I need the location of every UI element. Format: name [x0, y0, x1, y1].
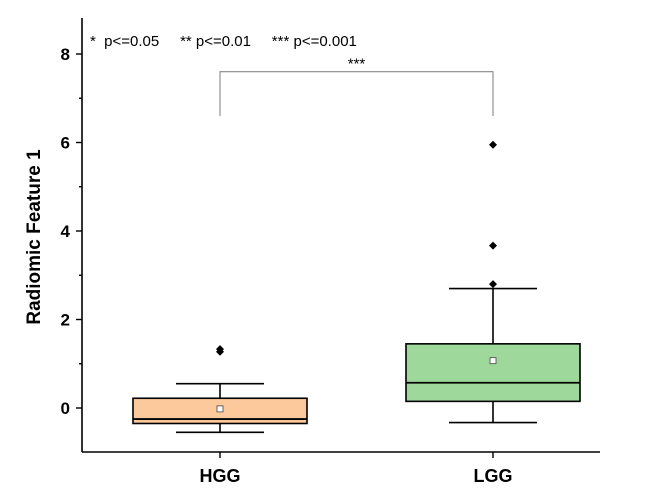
y-tick-label: 0: [61, 399, 70, 418]
y-tick-label: 6: [61, 134, 70, 153]
y-axis-label: Radiomic Feature 1: [24, 149, 45, 325]
y-tick-label: 8: [61, 45, 70, 64]
outlier-point: [489, 280, 497, 289]
x-tick-label: LGG: [474, 466, 513, 486]
significance-legend: * p<=0.05 ** p<=0.01 *** p<=0.001: [90, 33, 357, 50]
boxes: [132, 140, 581, 434]
x-category-labels: HGG LGG: [199, 452, 513, 486]
outlier-point: [489, 241, 497, 250]
y-tick-label: 2: [61, 311, 70, 330]
outlier-point: [489, 140, 497, 149]
axes: [81, 18, 600, 453]
box-hgg: [132, 345, 308, 434]
x-tick-label: HGG: [199, 466, 240, 486]
mean-marker: [216, 405, 224, 413]
bracket-line: [219, 71, 494, 116]
y-ticks: 0 2 4 6 8: [61, 45, 82, 418]
mean-marker: [489, 357, 497, 365]
box-lgg: [405, 140, 581, 424]
y-tick-label: 4: [61, 222, 71, 241]
iqr-box: [405, 343, 581, 403]
significance-bracket: ***: [219, 56, 494, 116]
outlier-point: [216, 345, 224, 354]
significance-label: ***: [348, 56, 366, 73]
